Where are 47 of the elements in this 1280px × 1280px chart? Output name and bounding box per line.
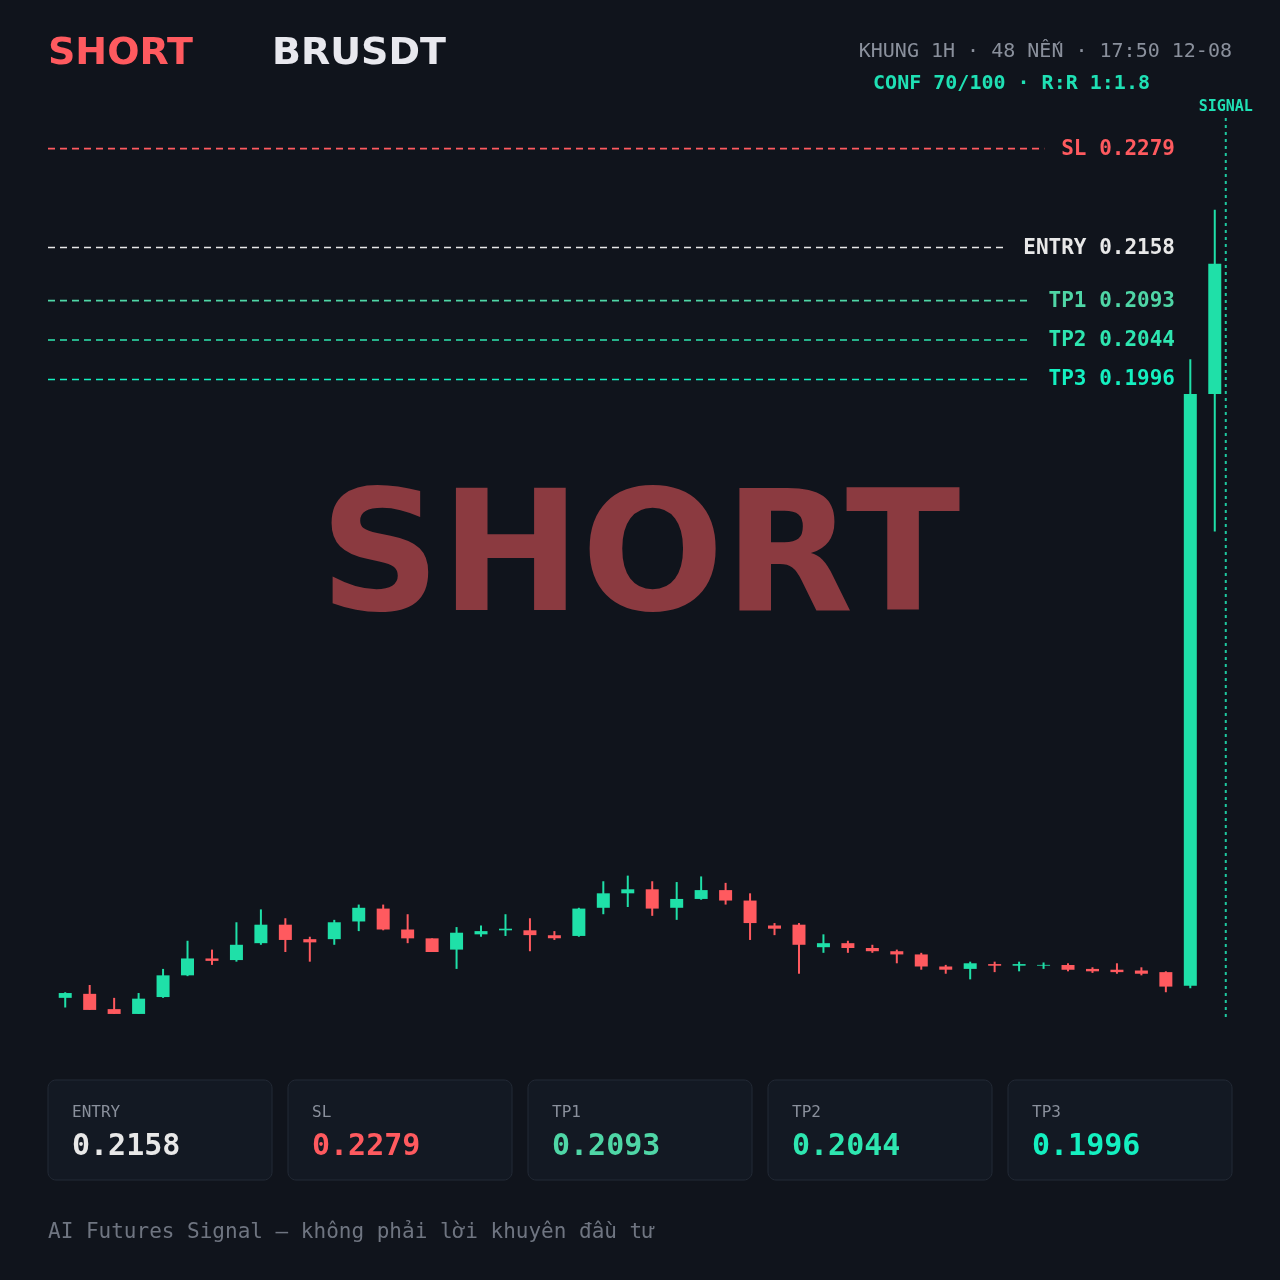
ref-line-label: TP3 0.1996 (1048, 366, 1175, 391)
annotation: SHORT (319, 454, 961, 650)
text: 0.2158 (72, 1127, 181, 1162)
candlestick (132, 992, 146, 1015)
candlestick (181, 939, 195, 978)
text: SIGNAL (1198, 97, 1253, 115)
candlestick (156, 967, 170, 999)
candlestick (401, 913, 415, 945)
candlestick (523, 917, 537, 953)
text: 0.2044 (792, 1127, 901, 1162)
candlestick (816, 933, 830, 954)
text: TP1 (552, 1102, 581, 1121)
text: 0.1996 (1032, 1127, 1141, 1162)
candlestick (303, 935, 317, 963)
text: SL (312, 1102, 332, 1121)
text: AI Futures Signal — không phải lời khuyên đầu tư (48, 1219, 656, 1243)
candlestick (743, 892, 757, 941)
candlestick (229, 921, 243, 963)
text: KHUNG 1H · 48 NẾN · 17:50 12-08 (858, 38, 1232, 62)
candlestick (694, 875, 708, 901)
candlestick (83, 983, 97, 1011)
chart-subtitle: BRUSDT (272, 29, 446, 73)
chart-title: SHORT (48, 29, 194, 73)
text: 0.2093 (552, 1127, 661, 1162)
text: TP3 (1032, 1102, 1061, 1121)
candlestick (327, 918, 341, 946)
candlestick (450, 926, 464, 970)
text: CONF 70/100 · R:R 1:1.8 (873, 70, 1150, 94)
text: 0.2279 (312, 1127, 421, 1162)
candlestick (621, 874, 635, 908)
candlestick (376, 903, 390, 932)
ref-line-label: SL 0.2279 (1061, 135, 1175, 160)
candlestick (596, 880, 610, 916)
candlestick (670, 881, 684, 921)
candlestick (645, 880, 659, 917)
candlestick (719, 881, 733, 906)
candlestick (792, 922, 806, 975)
candlestick (278, 917, 292, 954)
ref-line-label: TP1 0.2093 (1048, 287, 1175, 312)
text: ENTRY (72, 1102, 121, 1121)
candlestick (352, 903, 366, 933)
candlestick (254, 908, 268, 946)
text: TP2 (792, 1102, 821, 1121)
ref-line-label: TP2 0.2044 (1048, 327, 1175, 352)
candlestick (1037, 961, 1051, 970)
ref-line-label: ENTRY 0.2158 (1023, 234, 1175, 259)
candlestick (1159, 970, 1173, 994)
